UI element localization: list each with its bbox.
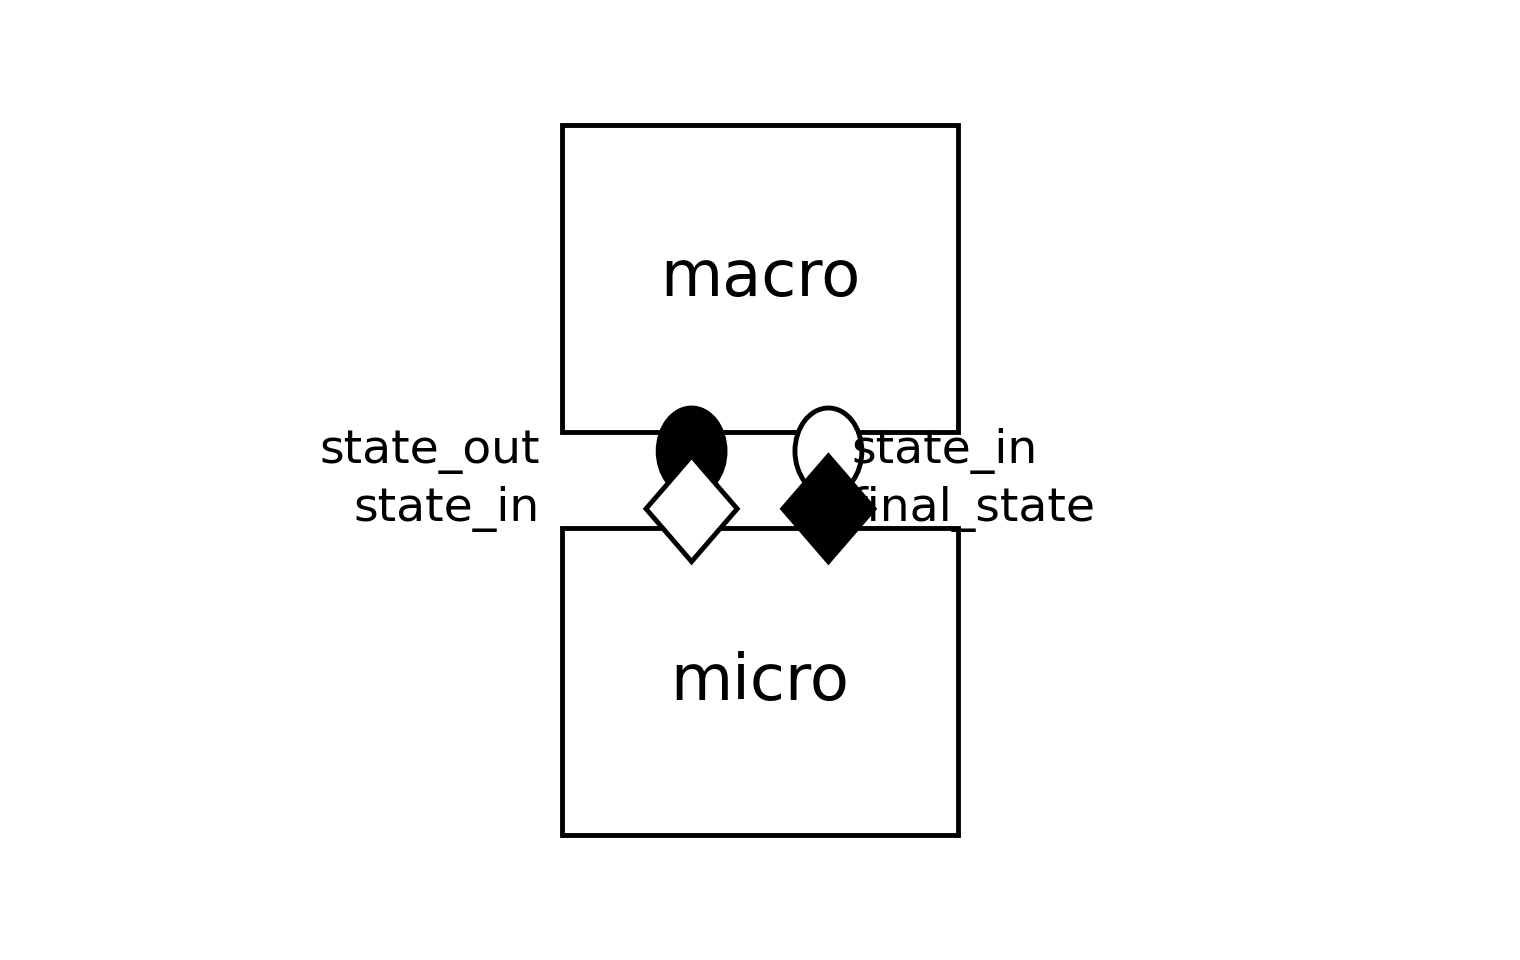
- Ellipse shape: [658, 408, 725, 494]
- Text: final_state: final_state: [851, 486, 1096, 532]
- Text: state_in: state_in: [851, 428, 1038, 474]
- Polygon shape: [646, 456, 737, 562]
- Polygon shape: [783, 456, 874, 562]
- Text: macro: macro: [660, 248, 860, 309]
- Bar: [562, 528, 958, 835]
- Text: micro: micro: [670, 651, 850, 712]
- Bar: [562, 125, 958, 432]
- Ellipse shape: [795, 408, 862, 494]
- Text: state_out: state_out: [319, 429, 540, 473]
- Text: state_in: state_in: [353, 486, 540, 532]
